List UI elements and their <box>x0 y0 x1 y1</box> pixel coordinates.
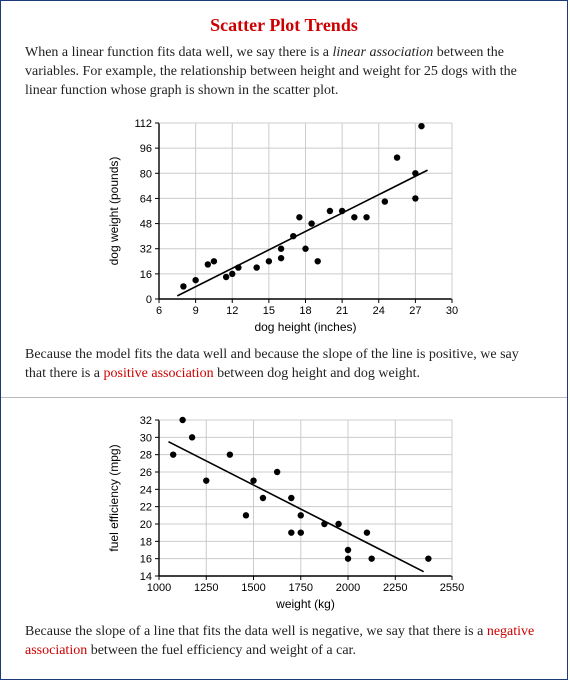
svg-text:26: 26 <box>140 467 152 479</box>
svg-text:weight (kg): weight (kg) <box>275 597 335 611</box>
svg-text:24: 24 <box>373 305 385 317</box>
svg-text:24: 24 <box>140 485 152 497</box>
svg-text:1750: 1750 <box>289 582 313 594</box>
document-container: Scatter Plot Trends When a linear functi… <box>0 0 568 680</box>
svg-text:1000: 1000 <box>147 582 171 594</box>
svg-text:14: 14 <box>140 571 152 583</box>
svg-text:16: 16 <box>140 269 152 281</box>
svg-text:12: 12 <box>226 305 238 317</box>
svg-text:20: 20 <box>140 519 152 531</box>
svg-text:6: 6 <box>156 305 162 317</box>
section-divider <box>1 397 567 398</box>
svg-text:15: 15 <box>263 305 275 317</box>
svg-text:9: 9 <box>193 305 199 317</box>
svg-text:48: 48 <box>140 218 152 230</box>
svg-text:64: 64 <box>140 193 152 205</box>
svg-text:30: 30 <box>140 433 152 445</box>
svg-text:dog weight (pounds): dog weight (pounds) <box>107 156 121 265</box>
positive-association-text: positive association <box>104 366 214 381</box>
chart-2: 1000 1250 1500 1750 2000 2250 2550 14 16 18 20 22 24… <box>104 412 464 612</box>
svg-text:27: 27 <box>409 305 421 317</box>
svg-text:0: 0 <box>146 294 152 306</box>
svg-text:18: 18 <box>140 537 152 549</box>
svg-text:2000: 2000 <box>336 582 360 594</box>
neg-text-2: between the fuel efficiency and weight o… <box>87 643 356 658</box>
svg-text:22: 22 <box>140 502 152 514</box>
svg-text:dog height (inches): dog height (inches) <box>254 320 356 334</box>
svg-text:96: 96 <box>140 143 152 155</box>
svg-text:fuel efficiency (mpg): fuel efficiency (mpg) <box>107 445 121 552</box>
svg-text:30: 30 <box>446 305 458 317</box>
intro-em: linear association <box>333 45 434 60</box>
chart-2-wrap: 1000 1250 1500 1750 2000 2250 2550 14 16 18 20 22 24… <box>1 408 567 623</box>
svg-text:28: 28 <box>140 450 152 462</box>
svg-text:80: 80 <box>140 168 152 180</box>
svg-text:16: 16 <box>140 554 152 566</box>
positive-paragraph: Because the model fits the data well and… <box>1 346 567 394</box>
pos-text-2: between dog height and dog weight. <box>214 366 420 381</box>
chart-1: 6 9 12 15 18 21 24 27 30 0 16 32 48 64 80 96 112 dog heig… <box>104 115 464 335</box>
svg-text:112: 112 <box>134 118 152 130</box>
intro-paragraph: When a linear function fits data well, w… <box>1 44 567 111</box>
svg-text:21: 21 <box>336 305 348 317</box>
page-title: Scatter Plot Trends <box>1 1 567 44</box>
negative-paragraph: Because the slope of a line that fits th… <box>1 623 567 679</box>
svg-text:18: 18 <box>299 305 311 317</box>
svg-text:1250: 1250 <box>194 582 218 594</box>
neg-text-1: Because the slope of a line that fits th… <box>25 624 487 639</box>
svg-text:32: 32 <box>140 415 152 427</box>
svg-text:32: 32 <box>140 243 152 255</box>
intro-text-1: When a linear function fits data well, w… <box>25 45 333 60</box>
svg-text:2550: 2550 <box>440 582 464 594</box>
svg-text:2250: 2250 <box>383 582 407 594</box>
svg-text:1500: 1500 <box>241 582 265 594</box>
chart-1-wrap: 6 9 12 15 18 21 24 27 30 0 16 32 48 64 80 96 112 dog heig… <box>1 111 567 346</box>
